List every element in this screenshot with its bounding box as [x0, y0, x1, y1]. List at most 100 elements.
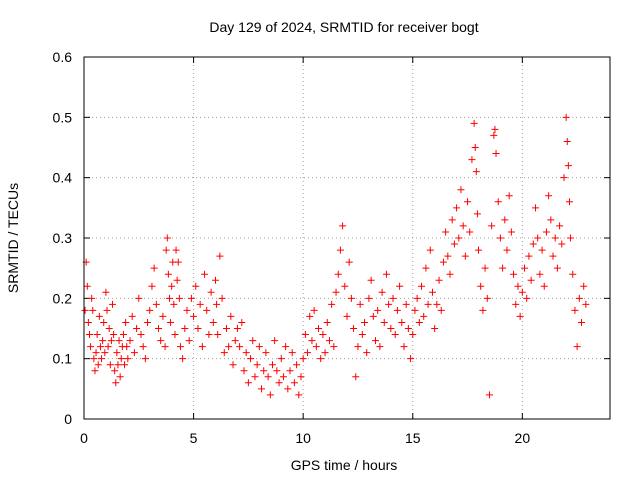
data-point — [150, 264, 158, 272]
data-point — [171, 331, 179, 339]
y-tick-label: 0.6 — [53, 49, 73, 65]
data-point — [473, 210, 481, 218]
data-point — [426, 246, 434, 254]
data-point — [268, 361, 276, 369]
data-point — [442, 228, 450, 236]
x-tick-label: 10 — [295, 430, 311, 446]
data-point — [341, 282, 349, 290]
data-point — [356, 300, 364, 308]
data-point — [222, 325, 230, 332]
data-point — [347, 294, 355, 302]
data-point — [459, 222, 467, 230]
data-point — [108, 300, 116, 308]
data-point — [503, 246, 511, 254]
data-point — [301, 331, 309, 339]
data-point — [148, 282, 156, 290]
data-point — [218, 294, 226, 302]
data-point — [299, 355, 307, 363]
data-point — [170, 300, 178, 308]
data-point — [575, 294, 583, 302]
data-point — [321, 349, 329, 357]
data-point — [470, 119, 478, 127]
data-point — [116, 373, 124, 381]
data-point — [514, 282, 522, 290]
data-point — [551, 234, 559, 242]
data-point — [516, 312, 524, 320]
data-point — [468, 156, 476, 164]
data-point — [536, 270, 544, 278]
data-point — [284, 385, 292, 393]
data-point — [249, 337, 257, 345]
data-point — [413, 294, 421, 302]
data-point — [137, 331, 145, 339]
data-point — [560, 174, 568, 182]
data-point — [185, 337, 193, 345]
data-point — [483, 294, 491, 302]
data-point — [176, 343, 184, 351]
data-point — [213, 300, 221, 308]
data-point — [328, 300, 336, 308]
data-point — [523, 294, 531, 302]
data-point — [290, 379, 298, 387]
data-point — [207, 288, 215, 296]
data-point — [194, 325, 202, 332]
data-point — [490, 131, 498, 139]
data-point — [275, 379, 283, 387]
data-point — [547, 216, 555, 224]
data-point — [110, 331, 118, 339]
data-point — [262, 349, 270, 357]
data-point — [105, 325, 113, 332]
y-tick-label: 0.5 — [53, 109, 73, 125]
data-point — [479, 306, 487, 314]
data-points — [81, 113, 590, 399]
data-point — [242, 349, 250, 357]
data-point — [466, 228, 474, 236]
data-point — [238, 318, 246, 326]
data-point — [102, 288, 110, 296]
data-point — [418, 282, 426, 290]
data-point — [382, 270, 390, 278]
y-tick-label: 0.1 — [53, 351, 73, 367]
data-point — [464, 198, 472, 206]
data-point — [155, 325, 163, 332]
data-point — [461, 252, 469, 260]
data-point — [325, 337, 333, 345]
data-point — [411, 306, 419, 314]
data-point — [209, 318, 217, 326]
data-point — [446, 270, 454, 278]
data-point — [439, 258, 447, 266]
x-tick-label: 0 — [80, 430, 88, 446]
data-point — [376, 343, 384, 351]
data-point — [569, 270, 577, 278]
data-point — [571, 306, 579, 314]
grid — [84, 57, 610, 419]
data-point — [212, 276, 219, 284]
data-point — [214, 331, 222, 339]
data-point — [339, 222, 347, 230]
data-point — [162, 246, 170, 254]
data-point — [499, 264, 507, 272]
data-point — [240, 367, 248, 375]
data-point — [361, 318, 369, 326]
data-point — [323, 318, 331, 326]
data-point — [93, 331, 101, 339]
data-point — [229, 361, 237, 369]
data-point — [101, 349, 109, 357]
data-point — [565, 198, 573, 206]
data-point — [562, 113, 570, 121]
data-point — [187, 294, 195, 302]
data-point — [422, 264, 430, 272]
y-tick-label: 0 — [64, 411, 72, 427]
data-point — [119, 331, 127, 339]
data-point — [553, 264, 561, 272]
axis-ticks: 0 5 10 15 20 0 0.1 0.2 0.3 0.4 0.5 0.6 — [53, 49, 610, 446]
data-point — [279, 373, 287, 381]
data-point — [415, 318, 423, 326]
data-point — [144, 318, 152, 326]
data-point — [534, 234, 542, 242]
chart-title: Day 129 of 2024, SRMTID for receiver bog… — [209, 19, 478, 35]
data-point — [380, 318, 388, 326]
data-point — [431, 325, 439, 332]
data-point — [98, 355, 106, 363]
data-point — [152, 300, 160, 308]
